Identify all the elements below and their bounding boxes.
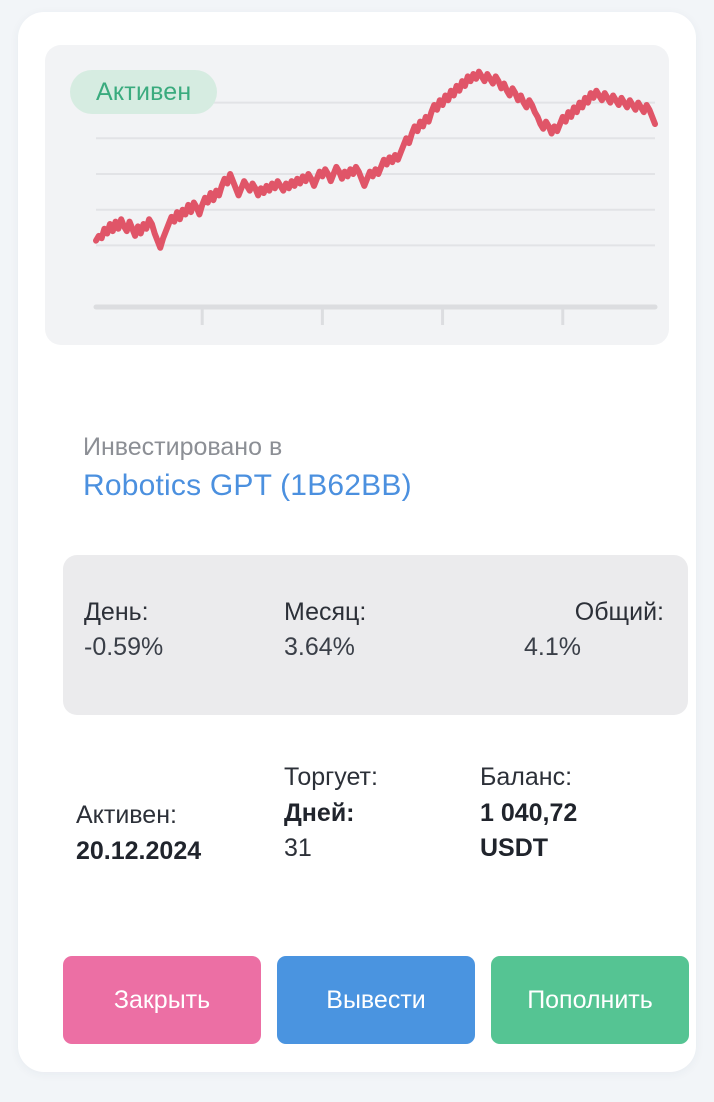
chart-axis xyxy=(93,304,658,325)
details-trading: Торгует: Дней: 31 xyxy=(284,760,480,867)
performance-month-label: Месяц: xyxy=(284,598,367,626)
withdraw-button[interactable]: Вывести xyxy=(277,956,475,1044)
performance-day: День: -0.59% xyxy=(84,597,284,664)
performance-chart xyxy=(93,68,658,325)
details-balance-label: Баланс: xyxy=(480,763,573,791)
details-days-label: Дней: xyxy=(284,798,355,827)
status-badge: Активен xyxy=(70,70,218,114)
performance-month: Месяц: 3.64% xyxy=(284,597,484,664)
performance-row: День: -0.59% Месяц: 3.64% Общий: 4.1% xyxy=(63,597,688,664)
invested-block: Инвестировано в Robotics GPT (1B62BB) xyxy=(83,432,683,504)
performance-day-value: -0.59% xyxy=(84,633,164,662)
details-row: Активен: 20.12.2024 Торгует: Дней: 31 Ба… xyxy=(76,760,688,869)
performance-month-value: 3.64% xyxy=(284,633,355,662)
details-trading-label: Торгует: xyxy=(284,763,378,791)
performance-total-label: Общий: xyxy=(574,598,664,626)
details-active: Активен: 20.12.2024 xyxy=(76,760,284,869)
deposit-button[interactable]: Пополнить xyxy=(491,956,689,1044)
investment-card: Активен Инвестировано в Robotics GPT (1B… xyxy=(18,12,696,1072)
performance-total-value: 4.1% xyxy=(524,633,581,662)
details-balance: Баланс: 1 040,72 USDT xyxy=(480,760,680,867)
details-balance-value: 1 040,72 xyxy=(480,798,578,827)
chart-line-path xyxy=(93,68,658,251)
performance-total: Общий: 4.1% xyxy=(484,597,664,664)
invested-label: Инвестировано в xyxy=(83,433,283,461)
details-active-label: Активен: xyxy=(76,801,177,829)
details-balance-currency: USDT xyxy=(480,834,549,862)
invested-asset-link[interactable]: Robotics GPT (1B62BB) xyxy=(83,468,412,502)
performance-panel: День: -0.59% Месяц: 3.64% Общий: 4.1% xyxy=(63,555,688,715)
status-badge-label: Активен xyxy=(96,77,192,106)
details-days-value: 31 xyxy=(284,834,312,862)
close-button[interactable]: Закрыть xyxy=(63,956,261,1044)
chart-panel: Активен xyxy=(45,45,669,345)
performance-day-label: День: xyxy=(84,598,149,626)
action-buttons: Закрыть Вывести Пополнить xyxy=(63,956,689,1044)
details-active-value: 20.12.2024 xyxy=(76,836,202,865)
